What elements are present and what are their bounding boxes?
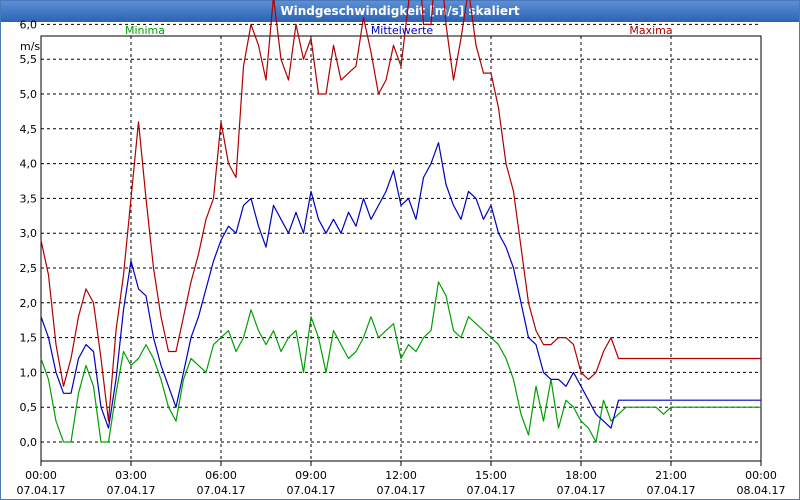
- x-tick-date: 08.04.17: [737, 484, 786, 497]
- x-tick-time: 00:00: [745, 469, 777, 482]
- x-tick-time: 00:00: [25, 469, 57, 482]
- window-title: Windgeschwindigkeit [m/s] skaliert: [1, 1, 799, 22]
- x-tick-time: 18:00: [565, 469, 597, 482]
- x-tick-time: 06:00: [205, 469, 237, 482]
- y-tick-label: 3,5: [20, 192, 38, 205]
- legend-mittelwerte: Mittelwerte: [371, 24, 434, 37]
- x-tick-date: 07.04.17: [287, 484, 336, 497]
- x-tick-date: 07.04.17: [557, 484, 606, 497]
- x-tick-date: 07.04.17: [377, 484, 426, 497]
- x-tick-date: 07.04.17: [197, 484, 246, 497]
- series-line-maxima: [40, 0, 761, 422]
- series-lines: [40, 0, 761, 443]
- x-tick-date: 07.04.17: [17, 484, 66, 497]
- y-tick-label: 0,5: [20, 401, 38, 414]
- y-tick-label: 2,0: [20, 297, 38, 310]
- series-line-minima: [40, 281, 761, 443]
- y-axis: 0,00,51,01,52,02,53,03,54,04,55,05,56,06…: [20, 18, 38, 449]
- y-tick-label: 2,5: [20, 262, 38, 275]
- y-tick-label: 1,5: [20, 332, 38, 345]
- y-tick-label: 6,0: [20, 18, 38, 31]
- y-axis-label: m/s: [20, 40, 40, 53]
- legend-maxima: Maxima: [629, 24, 672, 37]
- x-tick-date: 07.04.17: [467, 484, 516, 497]
- y-tick-label: 1,0: [20, 366, 38, 379]
- x-tick-date: 07.04.17: [107, 484, 156, 497]
- y-tick-label: 5,0: [20, 88, 38, 101]
- x-axis: 00:00 07.04.17 03:00 07.04.17 06:00 07.04.17 0…: [17, 461, 786, 497]
- y-tick-label: 0,0: [20, 436, 38, 449]
- legend-minima: Minima: [125, 24, 165, 37]
- y-tick-label: 5,5: [20, 53, 38, 66]
- x-tick-time: 03:00: [115, 469, 147, 482]
- x-tick-time: 15:00: [475, 469, 507, 482]
- x-tick-time: 21:00: [655, 469, 687, 482]
- y-tick-label: 3,0: [20, 227, 38, 240]
- x-tick-time: 12:00: [385, 469, 417, 482]
- legend: Minima Mittelwerte Maxima: [125, 24, 673, 37]
- x-tick-time: 09:00: [295, 469, 327, 482]
- x-tick-date: 07.04.17: [647, 484, 696, 497]
- y-tick-label: 4,0: [20, 158, 38, 171]
- y-tick-label: 4,5: [20, 123, 38, 136]
- series-line-mittelwerte: [40, 142, 761, 429]
